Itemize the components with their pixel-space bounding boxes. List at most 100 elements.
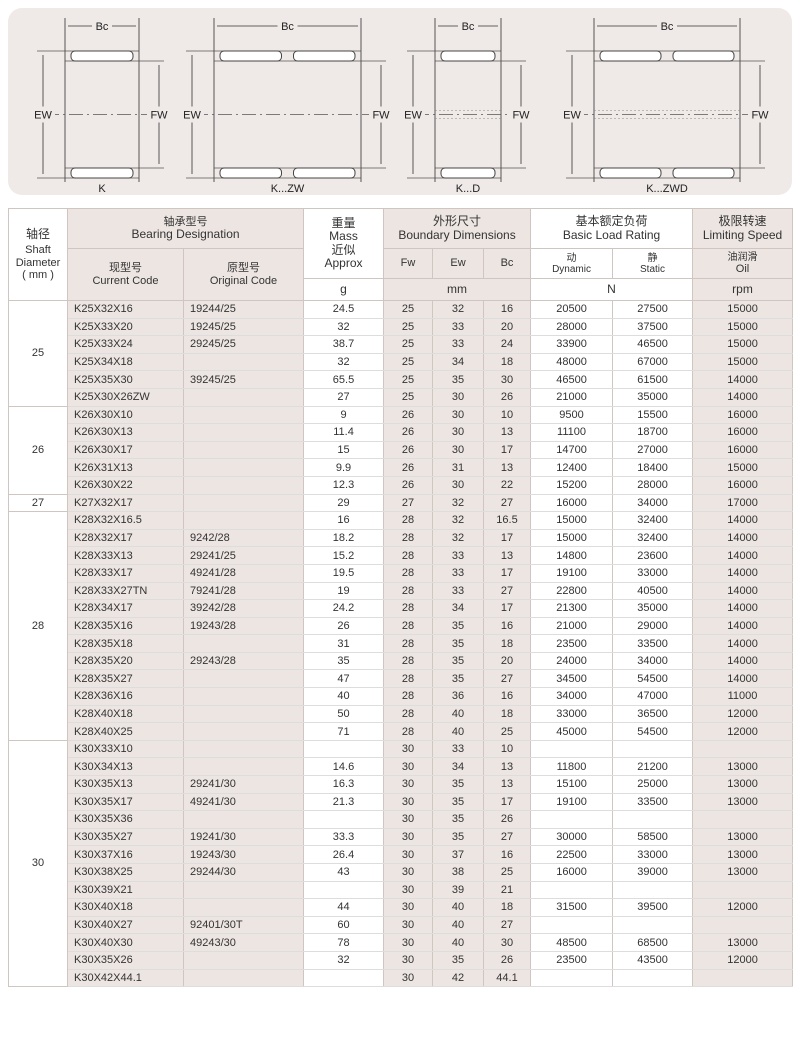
current-code: K28X35X18 (67, 634, 184, 653)
dynamic-load: 15000 (530, 511, 614, 530)
table-row: K30X37X16 19243/30 26.4 30 37 16 22500 33000 130… (9, 845, 794, 864)
table-row: K28X40X25 71 28 40 25 45000 54500 12000 (9, 722, 794, 741)
static-load: 18400 (612, 458, 694, 477)
original-code: 9242/28 (182, 528, 305, 548)
fw: 30 (383, 968, 434, 988)
mass: 26 (303, 616, 385, 636)
current-code: K26X30X22 (67, 475, 184, 495)
table-row: K30X38X25 29244/30 43 30 38 25 16000 39000 13000 (9, 863, 794, 882)
oil-speed: 15000 (692, 335, 794, 354)
current-code: K25X33X20 (67, 317, 184, 337)
oil-speed: 12000 (692, 704, 794, 724)
fw-label: FW (150, 110, 168, 122)
static-load: 33000 (612, 563, 694, 583)
current-code: K30X40X27 (67, 915, 184, 935)
static-load: 32400 (612, 511, 694, 530)
fw: 26 (383, 458, 434, 477)
bc: 17 (483, 599, 532, 618)
static-load: 32400 (612, 528, 694, 548)
oil-cn: 油润滑 (727, 251, 758, 263)
table-row: K26X30X22 12.3 26 30 22 15200 28000 16000 (9, 475, 794, 495)
table-row: 26 K26X30X10 9 26 30 10 9500 15500 16000 (8, 405, 794, 495)
oil-speed: 16000 (692, 405, 794, 425)
dynamic-load (530, 810, 614, 829)
static-load: 58500 (612, 827, 694, 847)
table-row: K28X35X16 19243/28 26 28 35 16 21000 29000 14000 (9, 616, 794, 636)
table-row: K28X33X13 29241/25 15.2 28 33 13 14800 23600 140… (9, 546, 794, 565)
bc: 20 (483, 651, 532, 671)
mass: 9.9 (303, 458, 385, 477)
static-load (612, 968, 694, 988)
fw: 30 (383, 739, 434, 759)
table-row: K28X33X27TN 79241/28 19 28 33 27 22800 40500 140… (9, 581, 794, 601)
table-row: K30X35X13 29241/30 16.3 30 35 13 15100 25000 130… (9, 775, 794, 794)
mass: 31 (303, 634, 385, 653)
static-load: 43500 (612, 950, 694, 970)
dynamic-load: 33900 (530, 335, 614, 354)
mass: 32 (303, 352, 385, 372)
dynamic-load: 16000 (530, 863, 614, 882)
table-row: K25X33X20 19245/25 32 25 33 20 28000 37500 15000 (9, 317, 794, 337)
fw: 30 (383, 933, 434, 952)
oil-speed: 13000 (692, 827, 794, 847)
current-code: K30X34X13 (67, 757, 184, 777)
mass: 35 (303, 651, 385, 671)
dynamic-load: 30000 (530, 827, 614, 847)
bc: 26 (483, 810, 532, 829)
oil-speed: 14000 (692, 599, 794, 618)
shaft-diameter: 26 (8, 405, 68, 495)
ew: 39 (432, 880, 485, 900)
static-load: 18700 (612, 423, 694, 442)
original-code: 29243/28 (182, 651, 305, 671)
oil-speed: 12000 (692, 950, 794, 970)
dim-unit: mm (383, 278, 532, 301)
table-body: 25 K25X32X16 19244/25 24.5 25 32 16 20500 27500 1… (8, 300, 794, 988)
current-code: K30X35X13 (67, 775, 184, 794)
dynamic-load: 28000 (530, 317, 614, 337)
dynamic-load: 19100 (530, 563, 614, 583)
static-load: 47000 (612, 687, 694, 706)
fw: 30 (383, 915, 434, 935)
bc-label: Bc (462, 21, 475, 33)
dynamic-en: Dynamic (552, 263, 591, 275)
bc: 13 (483, 423, 532, 442)
table-row: K28X33X17 49241/28 19.5 28 33 17 19100 33000 140… (9, 563, 794, 583)
speed-en: Limiting Speed (702, 227, 783, 242)
oil-speed: 14000 (692, 387, 794, 407)
mass: 12.3 (303, 475, 385, 495)
shaft-cn: 轴径 (25, 227, 50, 242)
dynamic-load: 48000 (530, 352, 614, 372)
dynamic-load: 16000 (530, 493, 614, 513)
oil-speed (692, 739, 794, 759)
diagram-type-label: K (98, 183, 106, 195)
original-code (182, 511, 305, 530)
mass: 65.5 (303, 370, 385, 389)
bc: 18 (483, 634, 532, 653)
mass: 40 (303, 687, 385, 706)
mass-unit: g (303, 278, 385, 301)
oil-speed: 14000 (692, 511, 794, 530)
oil-speed (692, 810, 794, 829)
dynamic-load: 22500 (530, 845, 614, 864)
original-code: 79241/28 (182, 581, 305, 601)
current-code: K26X30X10 (67, 405, 184, 425)
current-code: K28X40X25 (67, 722, 184, 741)
bearing-spec-table: 轴径 Shaft Diameter( mm ) 轴承型号 Bearing Design… (8, 208, 794, 988)
ew: 40 (432, 704, 485, 724)
bc: 26 (483, 950, 532, 970)
current-code: K28X34X17 (67, 599, 184, 618)
ew: 35 (432, 775, 485, 794)
table-row: K28X34X17 39242/28 24.2 28 34 17 21300 35000 140… (9, 599, 794, 618)
original-code: 29244/30 (182, 863, 305, 882)
dynamic-load: 24000 (530, 651, 614, 671)
bc: 18 (483, 352, 532, 372)
oil-speed: 11000 (692, 687, 794, 706)
static-load: 34000 (612, 493, 694, 513)
static-load: 21200 (612, 757, 694, 777)
fw: 30 (383, 775, 434, 794)
fw: 30 (383, 950, 434, 970)
mass (303, 880, 385, 900)
original-code (182, 387, 305, 407)
static-load: 27000 (612, 440, 694, 460)
original-code: 92401/30T (182, 915, 305, 935)
